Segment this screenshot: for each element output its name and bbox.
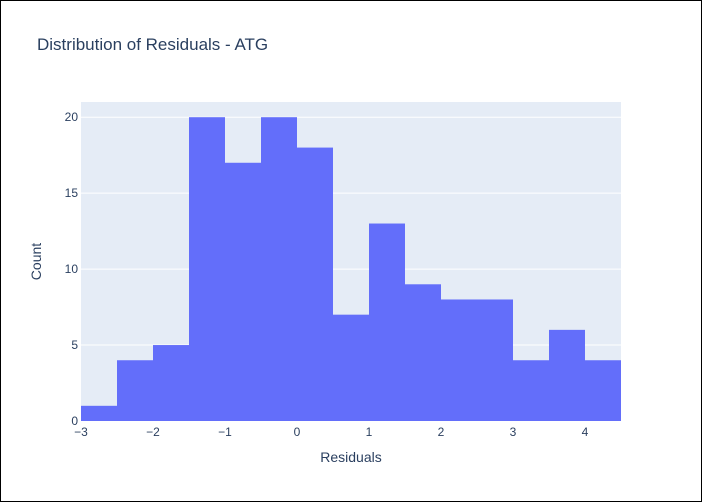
y-tick-label: 15 bbox=[65, 186, 79, 200]
x-axis-ticks: −3 −2 −1 0 1 2 3 4 bbox=[74, 425, 589, 439]
x-tick-label: 0 bbox=[294, 425, 301, 439]
x-tick-label: 2 bbox=[438, 425, 445, 439]
y-axis-title: Count bbox=[28, 243, 44, 280]
histogram-bar bbox=[153, 345, 189, 421]
histogram-bar bbox=[441, 299, 477, 421]
histogram-bar bbox=[405, 284, 441, 421]
histogram-bar bbox=[477, 299, 513, 421]
y-tick-label: 0 bbox=[71, 414, 78, 428]
histogram-bar bbox=[513, 360, 549, 421]
bars bbox=[81, 117, 621, 422]
histogram-bar bbox=[549, 329, 585, 421]
histogram-bar bbox=[369, 223, 405, 421]
histogram-bar bbox=[225, 162, 261, 421]
histogram-bar bbox=[261, 117, 297, 421]
histogram-bar bbox=[189, 117, 225, 421]
histogram-bar bbox=[585, 360, 621, 421]
x-tick-label: −2 bbox=[146, 425, 160, 439]
y-tick-label: 5 bbox=[71, 338, 78, 352]
x-tick-label: 4 bbox=[582, 425, 589, 439]
y-tick-label: 10 bbox=[65, 262, 79, 276]
histogram-bar bbox=[297, 147, 333, 422]
y-axis-ticks: 0 5 10 15 20 bbox=[65, 110, 79, 428]
x-tick-label: −3 bbox=[74, 425, 88, 439]
x-tick-label: −1 bbox=[218, 425, 232, 439]
y-tick-label: 20 bbox=[65, 110, 79, 124]
x-tick-label: 3 bbox=[510, 425, 517, 439]
histogram-bar bbox=[81, 405, 117, 421]
histogram-bar bbox=[117, 360, 153, 421]
x-axis-title: Residuals bbox=[320, 449, 381, 465]
chart-title: Distribution of Residuals - ATG bbox=[37, 35, 269, 54]
histogram-bar bbox=[333, 314, 369, 421]
x-tick-label: 1 bbox=[366, 425, 373, 439]
